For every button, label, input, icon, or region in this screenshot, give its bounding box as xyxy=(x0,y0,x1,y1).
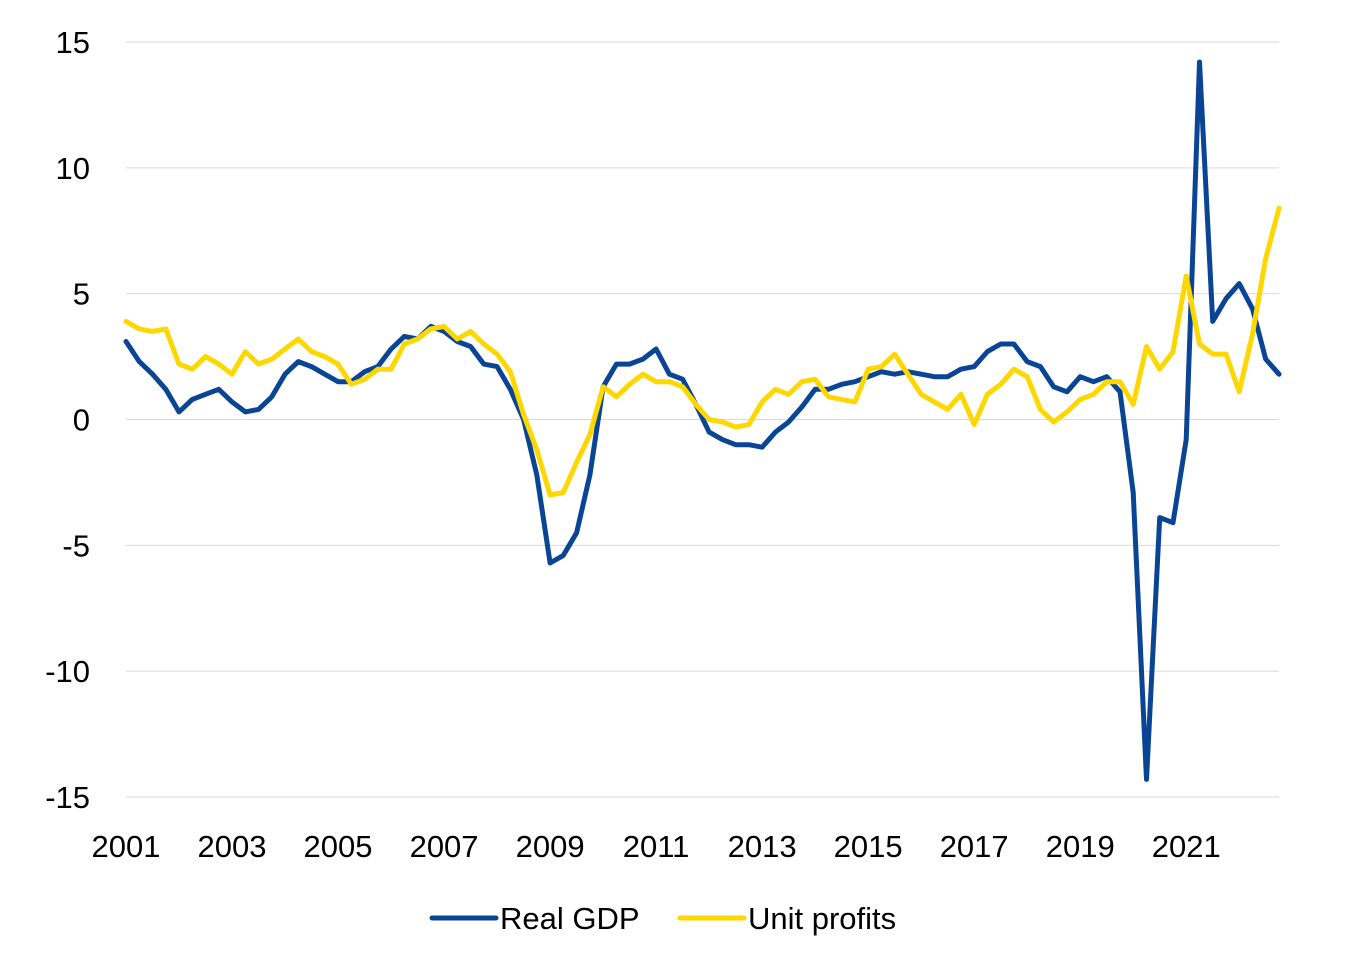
y-tick-label: 10 xyxy=(56,151,90,186)
y-tick-label: -5 xyxy=(62,528,90,563)
x-tick-label: 2003 xyxy=(198,829,267,864)
y-tick-label: -10 xyxy=(45,654,90,689)
x-axis-tick-labels: 2001 2003 2005 2007 2009 2011 2013 2015 2017 2019… xyxy=(92,829,1221,864)
legend-label: Real GDP xyxy=(500,901,640,936)
legend-label: Unit profits xyxy=(748,901,896,936)
gridlines xyxy=(126,41,1279,798)
x-tick-label: 2015 xyxy=(834,829,903,864)
x-tick-label: 2021 xyxy=(1152,829,1221,864)
series-line-unit-profits xyxy=(123,205,1282,498)
y-axis-tick-labels: 15 10 5 0 -5 -10 -15 xyxy=(45,25,90,815)
x-tick-label: 2007 xyxy=(410,829,479,864)
y-tick-label: 5 xyxy=(73,277,90,312)
y-tick-label: 15 xyxy=(56,25,90,60)
series-lines xyxy=(123,59,1282,782)
legend: Real GDP Unit profits xyxy=(429,901,896,936)
x-tick-label: 2005 xyxy=(304,829,373,864)
y-tick-label: -15 xyxy=(45,780,90,815)
x-tick-label: 2011 xyxy=(623,829,690,864)
series-line-real-gdp xyxy=(123,59,1282,782)
x-tick-label: 2013 xyxy=(728,829,797,864)
x-tick-label: 2001 xyxy=(92,829,161,864)
x-tick-label: 2017 xyxy=(940,829,1009,864)
legend-item-real-gdp: Real GDP xyxy=(429,901,640,936)
x-tick-label: 2009 xyxy=(516,829,585,864)
y-tick-label: 0 xyxy=(73,403,90,438)
legend-item-unit-profits: Unit profits xyxy=(677,901,896,936)
x-tick-label: 2019 xyxy=(1046,829,1115,864)
